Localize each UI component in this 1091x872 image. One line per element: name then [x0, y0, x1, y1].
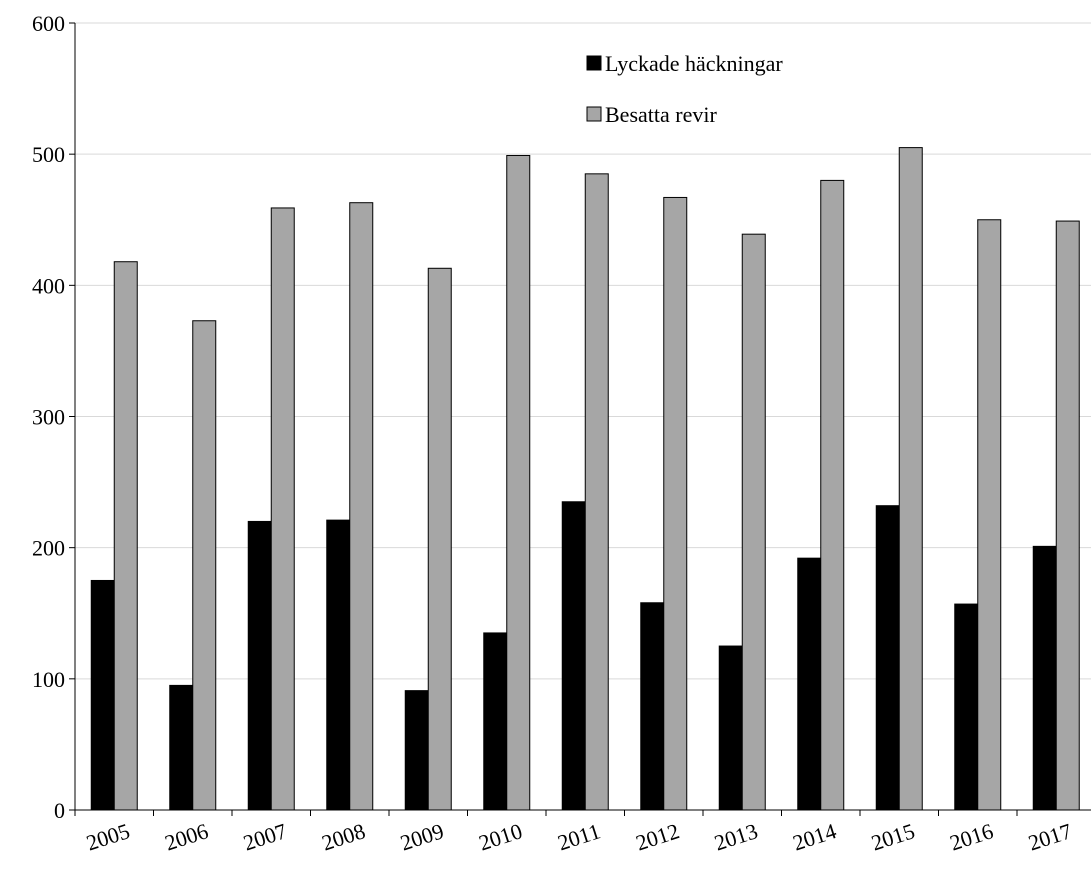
bar-lyckade-hackningar-2006 [169, 684, 194, 811]
bar-lyckade-hackningar-2008 [326, 519, 351, 811]
y-tick-label: 400 [32, 273, 65, 298]
bars [90, 147, 1080, 811]
y-tick-label: 300 [32, 405, 65, 430]
x-tick-label-2014: 2014 [790, 818, 840, 855]
legend: Lyckade häckningar Besatta revir [586, 51, 783, 127]
bar-besatta-revir-2016 [977, 219, 1002, 811]
x-tick-label-2017: 2017 [1025, 818, 1075, 855]
bar-besatta-revir-2017 [1055, 220, 1080, 811]
y-tick-label: 200 [32, 536, 65, 561]
x-tick-label-2007: 2007 [240, 818, 290, 855]
x-tick-label-2011: 2011 [555, 818, 604, 855]
legend-swatch-besatta-revir [586, 106, 602, 122]
bar-lyckade-hackningar-2010 [483, 632, 508, 811]
x-tick-label-2005: 2005 [83, 818, 133, 855]
legend-label-lyckade-hackningar: Lyckade häckningar [605, 51, 783, 76]
bar-lyckade-hackningar-2014 [797, 557, 822, 811]
bar-besatta-revir-2014 [820, 179, 845, 811]
x-tick-label-2013: 2013 [711, 818, 761, 855]
bar-lyckade-hackningar-2013 [718, 645, 743, 811]
bar-besatta-revir-2011 [584, 173, 609, 811]
x-axis-ticks: 2005 2006 2007 2008 2009 2010 2011 2012 2013 2014… [74, 810, 1075, 856]
bar-besatta-revir-2015 [898, 147, 923, 811]
bar-lyckade-hackningar-2017 [1032, 545, 1057, 811]
x-tick-label-2006: 2006 [162, 818, 212, 855]
legend-label-besatta-revir: Besatta revir [605, 102, 717, 127]
bar-besatta-revir-2008 [349, 202, 374, 811]
bar-lyckade-hackningar-2015 [875, 505, 900, 811]
x-tick-label-2016: 2016 [947, 818, 997, 855]
legend-swatch-lyckade-hackningar [586, 55, 602, 71]
bar-besatta-revir-2009 [427, 267, 452, 811]
bar-besatta-revir-2012 [663, 196, 688, 811]
bar-lyckade-hackningar-2005 [90, 579, 115, 811]
x-tick-label-2008: 2008 [319, 818, 369, 855]
y-tick-label: 100 [32, 667, 65, 692]
y-tick-label: 600 [32, 11, 65, 36]
y-tick-label: 500 [32, 142, 65, 167]
x-tick-label-2015: 2015 [868, 818, 918, 855]
bar-lyckade-hackningar-2009 [404, 690, 429, 811]
y-axis-ticks: 0 100 200 300 400 500 600 [32, 11, 75, 823]
bar-lyckade-hackningar-2011 [561, 501, 586, 811]
bar-lyckade-hackningar-2012 [640, 602, 665, 811]
x-tick-label-2010: 2010 [476, 818, 526, 855]
bar-lyckade-hackningar-2016 [954, 603, 979, 811]
x-tick-label-2012: 2012 [633, 818, 683, 855]
bar-besatta-revir-2007 [270, 207, 295, 811]
bar-besatta-revir-2013 [741, 233, 766, 811]
bar-lyckade-hackningar-2007 [247, 520, 272, 811]
bar-besatta-revir-2005 [113, 261, 138, 811]
bar-besatta-revir-2006 [192, 320, 217, 811]
x-tick-label-2009: 2009 [397, 818, 447, 855]
y-tick-label: 0 [54, 798, 65, 823]
bar-besatta-revir-2010 [506, 154, 531, 811]
